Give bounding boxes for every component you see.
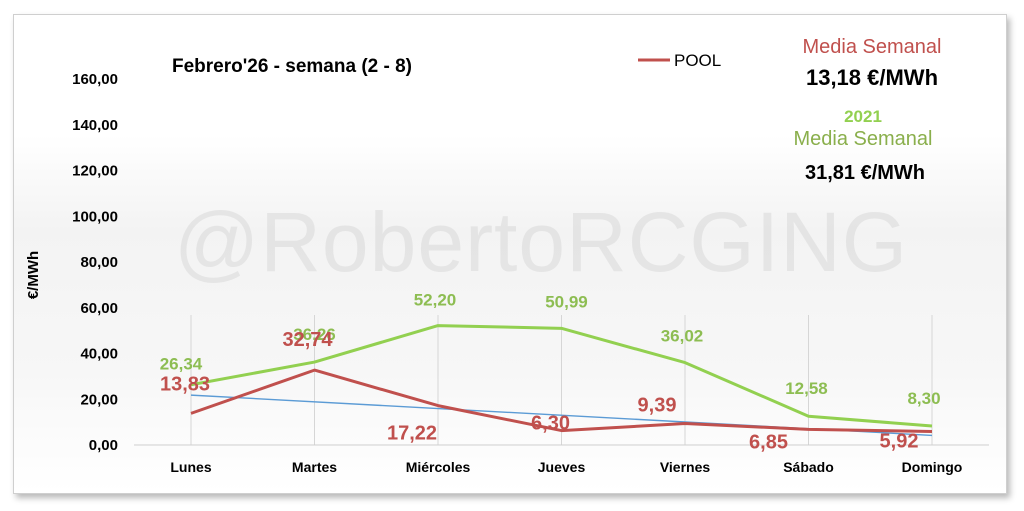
year-label: 2021 <box>844 107 882 126</box>
data-labels: 26,34 36,26 52,20 50,99 36,02 12,58 8,30 13,83 3… <box>160 291 941 454</box>
series-line-pool <box>190 368 933 433</box>
media-semanal-label-2: Media Semanal <box>794 128 933 150</box>
data-label-2021: 8,30 <box>907 389 940 408</box>
category-label-2: Miércoles <box>406 459 471 475</box>
media-semanal-value-2: 31,81 €/MWh <box>805 162 925 184</box>
y-tick-label: 80,00 <box>80 254 118 271</box>
y-tick-label: 100,00 <box>72 208 118 225</box>
data-label-pool: 32,74 <box>282 329 333 351</box>
data-label-pool: 6,85 <box>749 431 788 453</box>
data-label-pool: 17,22 <box>387 423 437 445</box>
category-label-6: Domingo <box>902 459 963 475</box>
data-label-pool: 13,83 <box>160 373 210 395</box>
series-lines <box>190 324 933 437</box>
y-tick-label: 140,00 <box>72 117 118 134</box>
y-tick-label: 20,00 <box>80 391 118 408</box>
y-tick-label: 40,00 <box>80 346 118 363</box>
legend-label-pool: POOL <box>674 51 721 70</box>
y-axis-label: €/MWh <box>25 251 42 299</box>
media-semanal-label: Media Semanal <box>803 36 942 58</box>
line-chart: @RobertoRCGING 0,00 20,00 40,00 60,00 80,00 1… <box>25 36 989 475</box>
y-tick-label: 160,00 <box>72 71 118 88</box>
chart-title: Febrero'26 - semana (2 - 8) <box>172 56 412 77</box>
data-label-pool: 5,92 <box>880 430 919 452</box>
data-label-2021: 36,26 <box>293 325 336 344</box>
category-label-5: Sábado <box>783 459 834 475</box>
category-label-0: Lunes <box>170 459 211 475</box>
y-tick-label: 120,00 <box>72 163 118 180</box>
y-tick-label: 0,00 <box>89 437 118 454</box>
y-tick-label: 60,00 <box>80 300 118 317</box>
y-tick-labels: 0,00 20,00 40,00 60,00 80,00 100,00 120,00 140,… <box>72 71 118 454</box>
category-label-1: Martes <box>292 459 337 475</box>
series-line-2021 <box>190 324 933 428</box>
category-label-3: Jueves <box>538 459 586 475</box>
data-label-2021: 12,58 <box>785 379 828 398</box>
data-label-pool: 9,39 <box>638 395 677 417</box>
data-label-2021: 36,02 <box>661 327 704 346</box>
data-label-2021: 50,99 <box>545 292 588 311</box>
data-label-pool: 6,30 <box>531 413 570 435</box>
vertical-gridlines <box>190 315 933 445</box>
watermark: @RobertoRCGING <box>174 195 908 289</box>
category-label-4: Viernes <box>660 459 711 475</box>
category-labels: Lunes Martes Miércoles Jueves Viernes Sábado D… <box>170 459 962 475</box>
chart-frame: @RobertoRCGING 0,00 20,00 40,00 60,00 80,00 1… <box>13 14 1007 494</box>
data-label-2021: 26,34 <box>160 355 203 374</box>
data-label-2021: 52,20 <box>414 291 457 310</box>
media-semanal-value: 13,18 €/MWh <box>806 65 938 90</box>
